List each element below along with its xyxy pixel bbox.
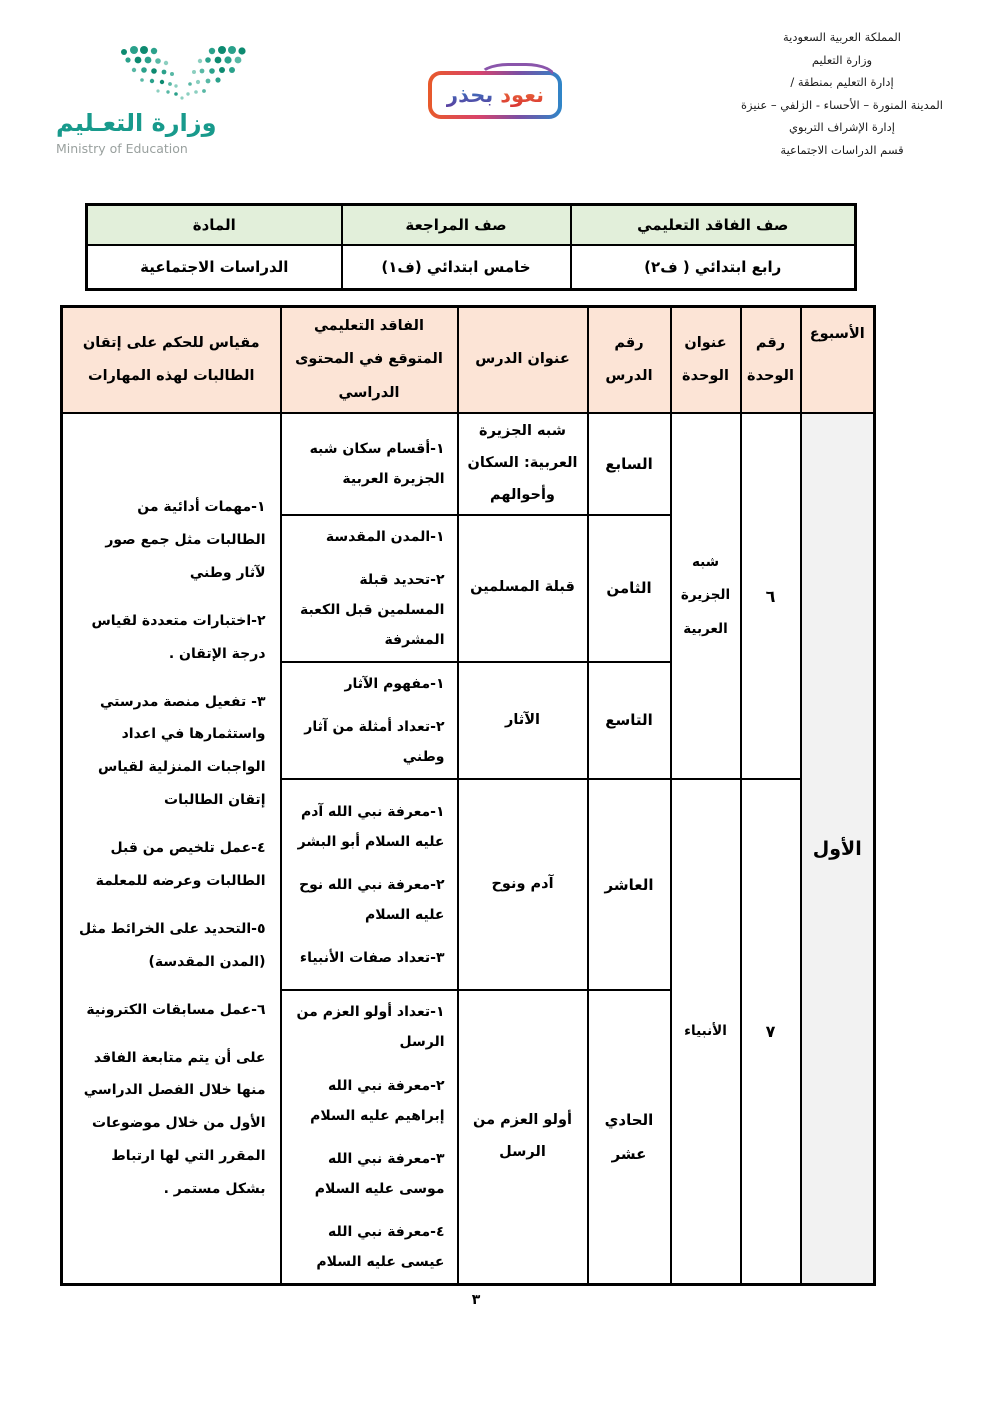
letterhead-line-cities: المدينة المنورة – الأحساء - الزلفي – عني… xyxy=(741,97,943,112)
lesson-title-cell: آدم ونوح xyxy=(456,778,589,992)
loss-item: ٣-معرفة نبي الله موسى عليه السلام xyxy=(314,1150,445,1197)
unit-title-cell: شبه الجزيرة العربية xyxy=(669,412,742,781)
page-number: ٣ xyxy=(471,1292,481,1308)
header-mastery-scale: مقياس للحكم على إتقان الطالبات لهذه المه… xyxy=(60,305,282,415)
expected-loss-cell: ١-المدن المقدسة ٢-تحديد قبلة المسلمين قب… xyxy=(279,513,459,664)
mastery-item: ٤-عمل تلخيص من قبل الطالبات وعرضه للمعلم… xyxy=(95,840,266,890)
header-lesson-title: عنوان الدرس xyxy=(456,305,589,415)
badge-word-left: بحذر xyxy=(446,83,494,107)
letterhead-line-supervision: إدارة الإشراف التربوي xyxy=(789,120,895,135)
ministry-logo-english: Ministry of Education xyxy=(56,141,188,156)
learning-loss-table: الأسبوع رقم الوحدة عنوان الوحدة رقم الدر… xyxy=(60,305,876,1287)
mastery-note: على أن يتم متابعة الفاقد منها خلال الفصل… xyxy=(83,1049,266,1198)
ministry-logo: وزارة التعـليم Ministry of Education xyxy=(56,45,266,156)
class-info-table: صف الفاقد التعليمي صف المراجعة المادة را… xyxy=(85,203,857,291)
loss-item: ٢-تحديد قبلة المسلمين قبل الكعبة المشرفة xyxy=(299,571,445,648)
letterhead-line-region: إدارة التعليم بمنطقة / xyxy=(790,75,894,90)
value-loss-class: رابع ابتدائي ( ف٢) xyxy=(569,243,857,291)
value-review-class: خامس ابتدائي (ف١) xyxy=(340,243,572,291)
loss-item: ٤-معرفة نبي الله عيسى عليه السلام xyxy=(316,1223,445,1271)
lesson-number-cell: الثامن xyxy=(586,513,672,664)
header-loss-class: صف الفاقد التعليمي xyxy=(569,203,857,246)
header-lesson-number: رقم الدرس xyxy=(586,305,672,415)
loss-item: ١-أقسام سكان شبه الجزيرة العربية xyxy=(309,440,445,487)
lesson-number-cell: الحادي عشر xyxy=(586,989,672,1286)
loss-item: ٢-معرفة نبي الله نوح عليه السلام xyxy=(299,876,445,923)
loss-item: ٢-تعداد أمثلة من آثار وطني xyxy=(304,719,445,766)
badge-inner: نعود بحذر xyxy=(432,75,558,115)
mastery-item: ٣- تفعيل منصة مدرستي واستثمارها في اعداد… xyxy=(98,693,266,809)
loss-item: ١-المدن المقدسة xyxy=(325,528,445,545)
mastery-item: ٦-عمل مسابقات الكترونية xyxy=(86,1001,266,1018)
letterhead-line-ministry: وزارة التعليم xyxy=(811,52,873,67)
expected-loss-cell: ١-معرفة نبي الله آدم عليه السلام أبو الب… xyxy=(279,778,459,992)
header-subject: المادة xyxy=(85,203,343,246)
lesson-title-cell: قبلة المسلمين xyxy=(456,513,589,664)
unit-number-cell: ٦ xyxy=(739,412,802,781)
info-header-row: صف الفاقد التعليمي صف المراجعة المادة xyxy=(85,203,857,246)
unit-number-cell: ٧ xyxy=(739,778,802,1286)
loss-item: ١-معرفة نبي الله آدم عليه السلام أبو الب… xyxy=(297,803,445,850)
lesson-title-cell: الآثار xyxy=(456,661,589,781)
lesson-number-cell: السابع xyxy=(586,412,672,516)
unit-title-cell: الأنبياء xyxy=(669,778,742,1286)
letterhead-text: المملكة العربية السعودية وزارة التعليم إ… xyxy=(728,26,956,162)
table-row: الثامن قبلة المسلمين ١-المدن المقدسة ٢-ت… xyxy=(62,513,875,664)
value-subject: الدراسات الاجتماعية xyxy=(85,243,343,291)
ministry-logo-dots-icon xyxy=(121,46,246,100)
loss-item: ١-تعداد أولو العزم من الرسل xyxy=(296,1004,445,1051)
ministry-logo-wordmark: وزارة التعـليم xyxy=(56,109,217,137)
expected-loss-cell: ١-أقسام سكان شبه الجزيرة العربية xyxy=(279,412,459,516)
mastery-scale-cell: ١-مهمات أدائية من الطالبات مثل جمع صور ل… xyxy=(60,412,282,1286)
header-week: الأسبوع xyxy=(799,305,876,415)
letterhead-line-department: قسم الدراسات الاجتماعية xyxy=(780,142,904,157)
loss-item: ٢-معرفة نبي الله إبراهيم عليه السلام xyxy=(310,1077,445,1124)
letterhead-line-country: المملكة العربية السعودية xyxy=(783,30,901,44)
lesson-number-cell: العاشر xyxy=(586,778,672,992)
header-expected-loss: الفاقد التعليمي المتوقع في المحتوى الدرا… xyxy=(279,305,459,415)
header-review-class: صف المراجعة xyxy=(340,203,572,246)
header-unit-number: رقم الوحدة xyxy=(739,305,802,415)
mastery-item: ٥-التحديد على الخرائط مثل (المدن المقدسة… xyxy=(79,920,266,970)
expected-loss-cell: ١-تعداد أولو العزم من الرسل ٢-معرفة نبي … xyxy=(279,989,459,1286)
return-with-caution-badge: نعود بحذر xyxy=(428,63,562,119)
week-cell: الأول xyxy=(799,412,876,1286)
info-value-row: رابع ابتدائي ( ف٢) خامس ابتدائي (ف١) الد… xyxy=(85,243,857,291)
lesson-title-cell: شبه الجزيرة العربية: السكان وأحوالهم xyxy=(456,412,589,516)
lesson-title-cell: أولو العزم من الرسل xyxy=(456,989,589,1286)
expected-loss-cell: ١-مفهوم الآثار ٢-تعداد أمثلة من آثار وطن… xyxy=(279,661,459,781)
table-row: الحادي عشر أولو العزم من الرسل ١-تعداد أ… xyxy=(62,989,875,1286)
main-header-row: الأسبوع رقم الوحدة عنوان الوحدة رقم الدر… xyxy=(60,305,876,415)
mastery-item: ٢-اختبارات متعددة لقياس درجة الإتقان . xyxy=(91,612,266,662)
badge-swoosh-icon xyxy=(478,63,556,77)
table-row: ٧ الأنبياء العاشر آدم ونوح ١-معرفة نبي ا… xyxy=(62,778,875,1286)
header-unit-title: عنوان الوحدة xyxy=(669,305,742,415)
loss-item: ١-مفهوم الآثار xyxy=(344,676,445,693)
table-row: التاسع الآثار ١-مفهوم الآثار ٢-تعداد أمث… xyxy=(62,661,875,781)
lesson-number-cell: التاسع xyxy=(586,661,672,781)
badge-word-right: نعود xyxy=(500,83,544,107)
table-row: الأول ٦ شبه الجزيرة العربية السابع شبه ا… xyxy=(60,412,876,1286)
mastery-item: ١-مهمات أدائية من الطالبات مثل جمع صور ل… xyxy=(105,499,266,581)
loss-item: ٣-تعداد صفات الأنبياء xyxy=(299,950,445,966)
